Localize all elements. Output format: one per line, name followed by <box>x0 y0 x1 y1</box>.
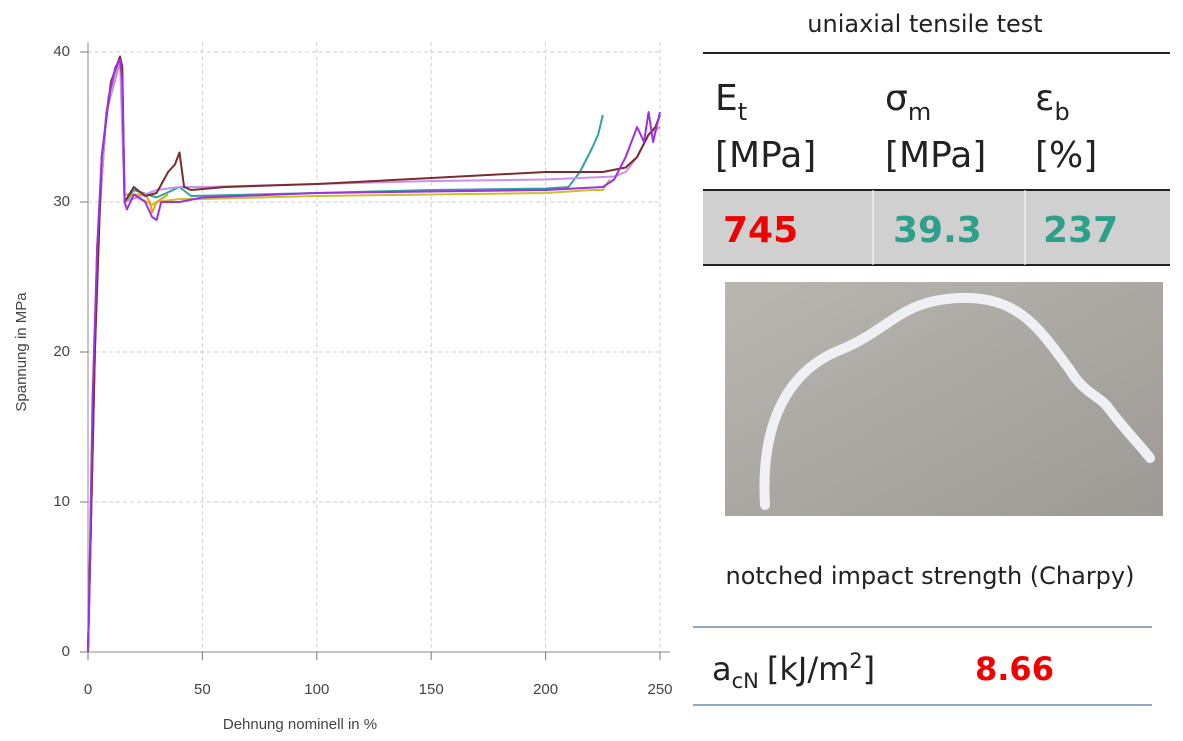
header: εb <box>1035 78 1070 126</box>
x-tick-label: 150 <box>419 681 444 698</box>
series-line <box>87 60 611 653</box>
subscript: cN <box>732 669 759 693</box>
subscript: t <box>738 98 747 126</box>
specimen-photo <box>725 282 1163 516</box>
x-tick-label: 100 <box>304 681 329 698</box>
y-tick-label: 30 <box>53 193 70 210</box>
tensile-title: uniaxial tensile test <box>807 10 1042 38</box>
header: σm <box>885 78 931 126</box>
header-unit: [%] <box>1035 135 1097 176</box>
subscript: m <box>908 98 931 126</box>
y-axis-label: Spannung in MPa <box>13 292 30 412</box>
series-line <box>87 58 661 653</box>
header-unit: [MPa] <box>885 135 986 176</box>
y-tick-label: 20 <box>53 343 70 360</box>
y-tick-label: 40 <box>53 43 70 60</box>
x-axis-label: Dehnung nominell in % <box>223 716 377 733</box>
x-tick-label: 0 <box>84 681 92 698</box>
y-tick-label: 0 <box>62 643 70 660</box>
header-unit: [MPa] <box>715 135 816 176</box>
symbol: ε <box>1035 78 1054 119</box>
series-line <box>87 55 661 653</box>
specimen <box>759 292 1155 510</box>
series-line <box>87 58 661 653</box>
table-value: 745 <box>723 210 798 251</box>
x-tick-label: 50 <box>194 681 211 698</box>
impact-label: acN [kJ/m2] <box>712 649 875 693</box>
value-row <box>703 190 1170 265</box>
header: Et <box>715 78 747 126</box>
series-line <box>87 61 169 653</box>
table-value: 39.3 <box>893 210 982 251</box>
unit-power: 2 <box>849 649 862 673</box>
x-tick-label: 250 <box>647 681 672 698</box>
symbol: σ <box>885 78 908 119</box>
symbol: E <box>715 78 738 119</box>
unit: [kJ/m <box>767 650 849 688</box>
symbol: a <box>712 650 732 688</box>
series-line <box>87 58 604 653</box>
impact-value: 8.66 <box>975 650 1054 688</box>
y-tick-label: 10 <box>53 493 70 510</box>
x-tick-label: 200 <box>533 681 558 698</box>
unit: ] <box>863 650 875 688</box>
impact-title: notched impact strength (Charpy) <box>726 562 1135 590</box>
table-value: 237 <box>1043 210 1118 251</box>
subscript: b <box>1054 98 1069 126</box>
